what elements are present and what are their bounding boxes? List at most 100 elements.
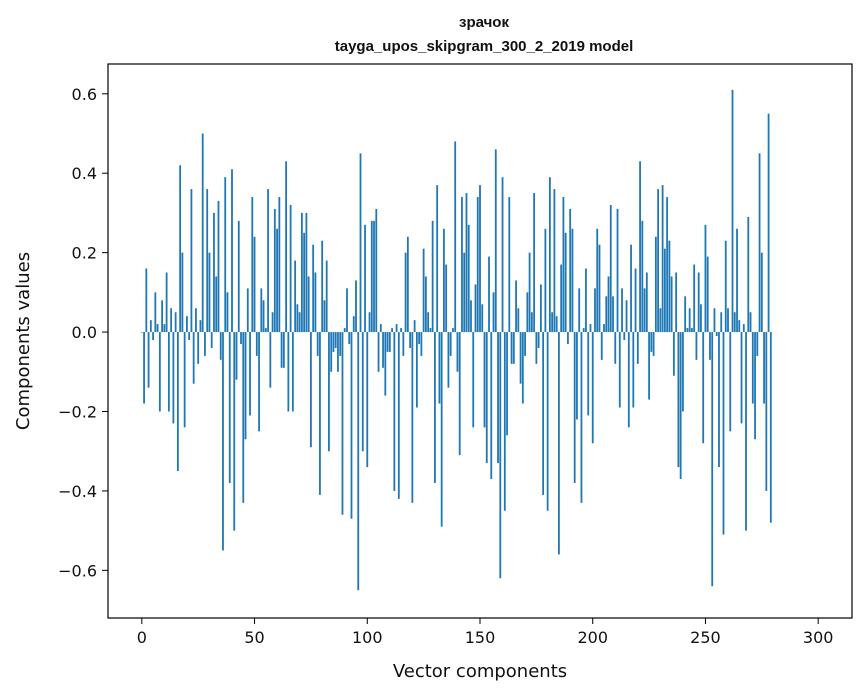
bar — [431, 220, 434, 333]
bar — [530, 312, 533, 333]
bar — [282, 332, 285, 368]
bar — [395, 324, 398, 333]
bar — [440, 332, 443, 527]
bar — [391, 328, 393, 333]
bar — [616, 208, 619, 333]
bar — [731, 89, 734, 333]
bar — [366, 332, 369, 468]
bar — [174, 312, 177, 333]
bar — [474, 284, 477, 333]
bar — [467, 224, 470, 333]
bar — [377, 332, 380, 372]
bar — [666, 197, 669, 333]
bar — [751, 332, 754, 404]
x-tick-label: 150 — [465, 628, 496, 647]
x-tick-label: 200 — [577, 628, 608, 647]
bars-group — [140, 89, 772, 591]
bar — [208, 252, 211, 333]
bar — [576, 332, 578, 420]
bar — [219, 332, 222, 360]
bar — [485, 332, 488, 464]
bar — [291, 332, 294, 412]
bar — [325, 260, 328, 333]
bar — [328, 332, 330, 452]
bar — [258, 332, 260, 432]
bar — [503, 332, 506, 511]
bar — [754, 332, 756, 440]
bar — [587, 332, 590, 416]
bar — [535, 332, 538, 364]
bar — [373, 220, 375, 333]
y-axis-ticks: −0.6 −0.4 −0.2 0.0 0.2 0.4 0.6 — [58, 85, 108, 580]
bar — [300, 212, 303, 333]
bar — [643, 288, 646, 333]
bar — [321, 240, 324, 333]
bar — [634, 268, 637, 333]
bar — [388, 332, 391, 352]
bar — [618, 332, 621, 408]
bar — [691, 328, 693, 333]
bar — [533, 193, 536, 333]
bar — [382, 332, 384, 368]
bar — [310, 332, 312, 448]
bar — [463, 252, 466, 333]
bar — [582, 328, 585, 333]
y-tick-label: 0.0 — [72, 323, 97, 342]
bar — [402, 332, 405, 356]
bar — [605, 296, 608, 333]
bar — [397, 332, 400, 499]
bar — [715, 332, 718, 337]
bar — [445, 264, 448, 333]
bar — [501, 177, 504, 333]
bar — [636, 332, 639, 364]
bar — [352, 316, 355, 333]
bar — [704, 224, 707, 333]
bar — [458, 332, 461, 456]
bar — [222, 332, 224, 551]
bar — [499, 332, 502, 579]
x-tick-label: 100 — [352, 628, 383, 647]
bar — [204, 332, 206, 356]
bar — [456, 332, 459, 372]
bar — [542, 332, 545, 495]
bar — [289, 204, 292, 333]
bar — [470, 300, 472, 333]
bar — [729, 332, 732, 432]
bar — [765, 332, 768, 491]
bar — [657, 189, 660, 333]
bar — [627, 332, 630, 428]
bar — [176, 332, 179, 472]
bar — [724, 240, 727, 333]
bar — [589, 324, 592, 333]
bar — [438, 332, 441, 404]
bar — [594, 288, 596, 333]
bar — [210, 332, 213, 348]
bar — [364, 224, 366, 333]
bar — [424, 276, 427, 333]
bar — [686, 328, 689, 333]
bar — [661, 185, 664, 333]
bar — [260, 288, 263, 333]
x-tick-label: 250 — [690, 628, 721, 647]
bar — [697, 272, 700, 333]
bar — [494, 149, 497, 333]
bar — [767, 113, 770, 333]
bar — [273, 208, 276, 333]
x-tick-label: 300 — [803, 628, 834, 647]
bar — [652, 332, 655, 356]
bar — [709, 332, 711, 360]
bar — [551, 312, 554, 333]
bar — [418, 332, 421, 344]
bar — [695, 332, 698, 360]
bar — [271, 312, 274, 333]
bar — [147, 332, 150, 388]
bar — [639, 161, 641, 333]
bar — [415, 332, 418, 408]
bar — [659, 308, 662, 333]
bar — [578, 288, 581, 333]
bar — [384, 332, 387, 396]
bar — [206, 189, 209, 333]
bar — [641, 220, 644, 333]
bar — [449, 332, 452, 356]
bar — [763, 332, 765, 404]
